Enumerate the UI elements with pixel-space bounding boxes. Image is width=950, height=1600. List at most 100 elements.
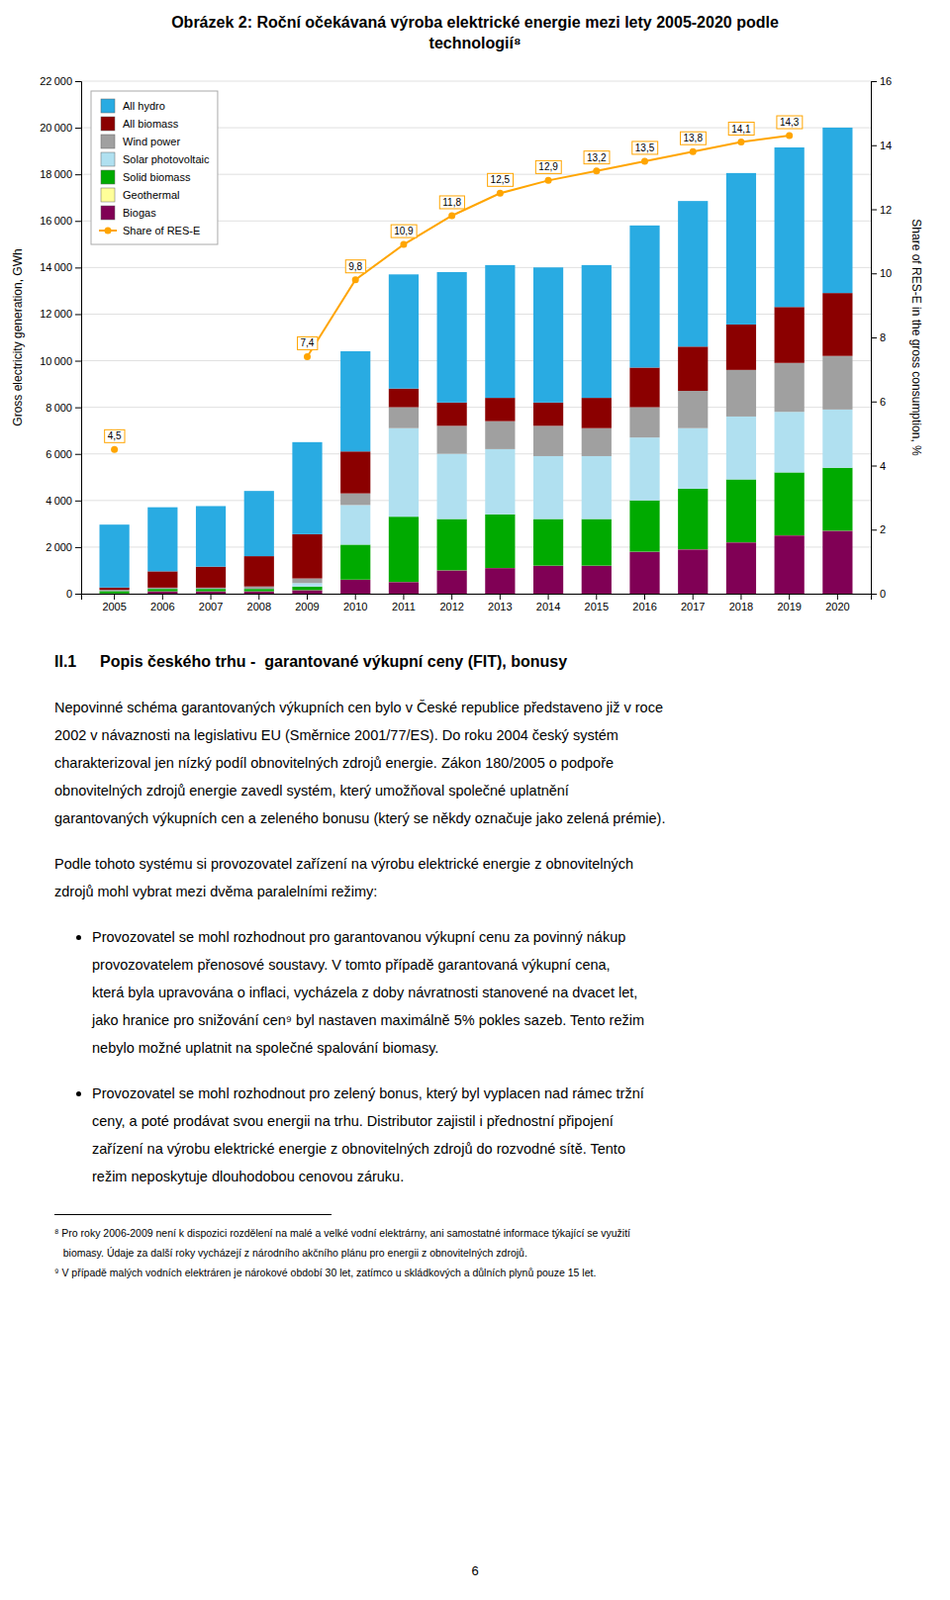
tick-label: 0 [879,587,886,600]
tick: 10 000 [39,355,82,368]
marker [352,276,360,284]
bar [388,428,419,517]
bar [244,588,275,591]
bar [581,566,612,594]
bar [99,587,130,590]
tick-mark [870,529,877,531]
bar [437,454,468,520]
tick-label: 2009 [294,600,319,613]
text-section: II.1Popis českého trhu - garantované výk… [54,648,916,1283]
text-line: zdrojů mohl vybrat mezi dvěma paralelním… [54,877,916,906]
marker [399,241,407,249]
bar [677,549,708,594]
tick-mark [692,593,694,600]
data-label-box [345,260,366,274]
tick: 14 000 [39,261,82,274]
legend-item: Share of RES-E [98,224,200,237]
tick-label: 8 [879,331,886,344]
tick-label: 8 000 [45,401,73,414]
tick-mark [355,593,357,600]
bar [774,363,805,412]
tick-label: 16 [879,75,892,88]
x-axis: 2005200620072008200920102011201220132014… [82,593,872,613]
tick-mark [870,273,877,275]
data-label-group: 14,1 [728,122,755,136]
marker [545,177,553,185]
bar [291,589,322,594]
title-line: Obrázek 2: Roční očekávaná výroba elektr… [171,13,779,31]
tick-label: 2010 [343,600,368,613]
data-label: 13,2 [586,152,607,164]
bar [484,449,515,515]
title: Obrázek 2: Roční očekávaná výroba elektr… [171,13,779,52]
bar [774,147,805,307]
tick: 6 000 [45,448,82,461]
bar [629,552,660,594]
grid [81,81,871,594]
data-label: 14,1 [731,123,752,135]
legend-label: Biogas [122,206,157,219]
bar [822,409,853,469]
tick-mark [548,593,550,600]
data-label-group: 13,2 [583,151,610,165]
data-label: 4,5 [107,430,122,442]
marker [448,211,456,219]
bar [244,586,275,589]
bar [147,591,178,594]
tick: 8 [870,331,886,344]
tick: 16 [870,75,892,88]
heading-number: II.1 [54,648,100,676]
tick-label: 2012 [439,600,464,613]
legend-label: All biomass [122,117,180,130]
legend-items: All hydroAll biomassWind powerSolar phot… [98,98,210,237]
bar [195,587,226,589]
legend-symbol [100,152,115,167]
tick-label: 6 000 [45,448,73,461]
data-label-box [583,151,610,165]
tick: 8 000 [45,401,82,414]
bar [677,428,708,489]
tick: 2012 [439,593,464,613]
bar [484,421,515,450]
tick: 2 [870,523,886,536]
tick: 4 000 [45,494,82,507]
bar [726,479,757,544]
tick-mark [75,547,82,549]
tick-mark [75,81,82,83]
bar [677,200,708,347]
tick-label: 2015 [584,600,609,613]
tick-label: 6 [879,395,886,408]
bar [774,535,805,594]
tick-label: 4 [879,460,886,473]
bullet-item: Provozovatel se mohl rozhodnout pro zele… [92,1079,916,1191]
tick-mark [75,500,82,502]
title-line: technologií⁸ [429,34,522,52]
data-label-group: 13,5 [632,141,659,155]
tick-mark [644,593,646,600]
legend-label: All hydro [122,99,166,112]
bar [291,582,322,587]
tick-label: 2013 [487,600,512,613]
text-line: která byla upravována o inflaci, vycháze… [92,978,916,1007]
bar [822,127,853,293]
tick-label: 2019 [776,600,801,613]
tick-mark [870,466,877,468]
legend-label: Share of RES-E [122,224,200,237]
bar [195,588,226,591]
bar [340,351,371,452]
legend-symbol [100,134,115,149]
bar [340,579,371,594]
tick: 10 [870,267,892,280]
tick: 2005 [101,593,126,613]
grid-line [81,81,871,83]
footnote-separator [54,1214,332,1216]
text-line: 2002 v návaznosti na legislativu EU (Smě… [54,721,916,750]
tick-label: 2006 [150,600,175,613]
tick-mark [162,593,164,600]
tick: 12 000 [39,307,82,320]
data-label-box [104,429,125,443]
bar [581,519,612,567]
text-line: nebylo možné uplatnit na společné spalov… [92,1034,916,1062]
bar [581,265,612,398]
tick-mark [75,407,82,409]
